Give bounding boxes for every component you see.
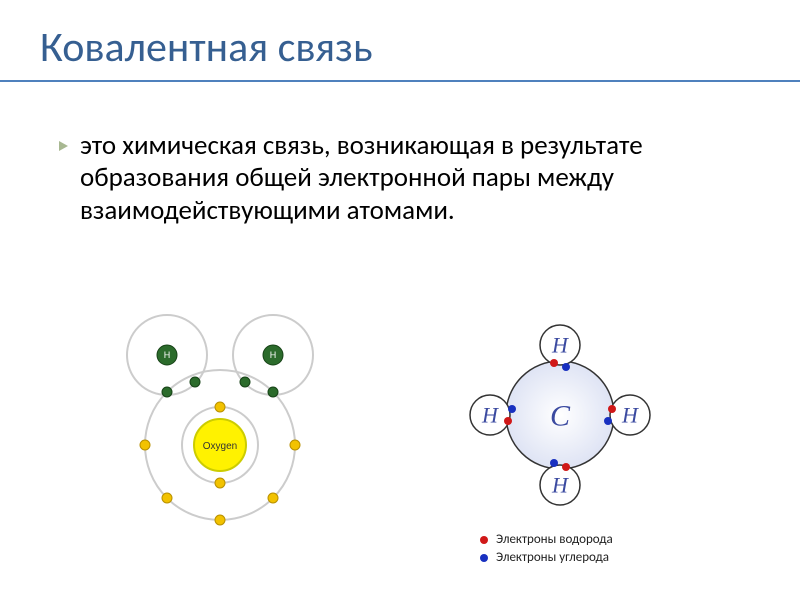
legend-hydrogen-electrons: Электроны водорода xyxy=(480,532,613,547)
electron xyxy=(215,478,225,488)
hydrogen-label: H xyxy=(270,350,277,360)
electron xyxy=(215,402,225,412)
hydrogen-label: H xyxy=(621,403,639,428)
electron xyxy=(240,377,250,387)
oxygen-label: Oxygen xyxy=(203,441,237,452)
title-underline xyxy=(0,80,800,82)
electron xyxy=(162,387,172,397)
legend-carbon-electrons: Электроны углерода xyxy=(480,550,609,565)
electron-carbon xyxy=(562,363,570,371)
legend-label: Электроны углерода xyxy=(496,550,609,565)
electron-carbon xyxy=(508,405,516,413)
page-title: Ковалентная связь xyxy=(40,22,373,73)
bullet-row: это химическая связь, возникающая в резу… xyxy=(56,130,736,227)
electron-carbon xyxy=(550,459,558,467)
electron xyxy=(162,493,172,503)
electron xyxy=(215,515,225,525)
electron xyxy=(268,387,278,397)
electron-hydrogen xyxy=(550,359,558,367)
electron xyxy=(190,377,200,387)
bullet-arrow-icon xyxy=(56,140,72,152)
electron-hydrogen xyxy=(562,463,570,471)
hydrogen-label: H xyxy=(551,473,569,498)
diagrams-svg: Oxygen H H C H H H H xyxy=(0,290,800,590)
electron-carbon xyxy=(604,417,612,425)
legend-dot-icon xyxy=(480,554,488,562)
electron-hydrogen xyxy=(608,405,616,413)
definition-text: это химическая связь, возникающая в резу… xyxy=(80,130,736,227)
hydrogen-label: H xyxy=(164,350,171,360)
legend-dot-icon xyxy=(480,536,488,544)
carbon-label: C xyxy=(550,400,571,433)
electron xyxy=(268,493,278,503)
legend-label: Электроны водорода xyxy=(496,532,613,547)
electron xyxy=(140,440,150,450)
electron-hydrogen xyxy=(504,417,512,425)
hydrogen-label: H xyxy=(481,403,499,428)
hydrogen-label: H xyxy=(551,333,569,358)
electron xyxy=(290,440,300,450)
